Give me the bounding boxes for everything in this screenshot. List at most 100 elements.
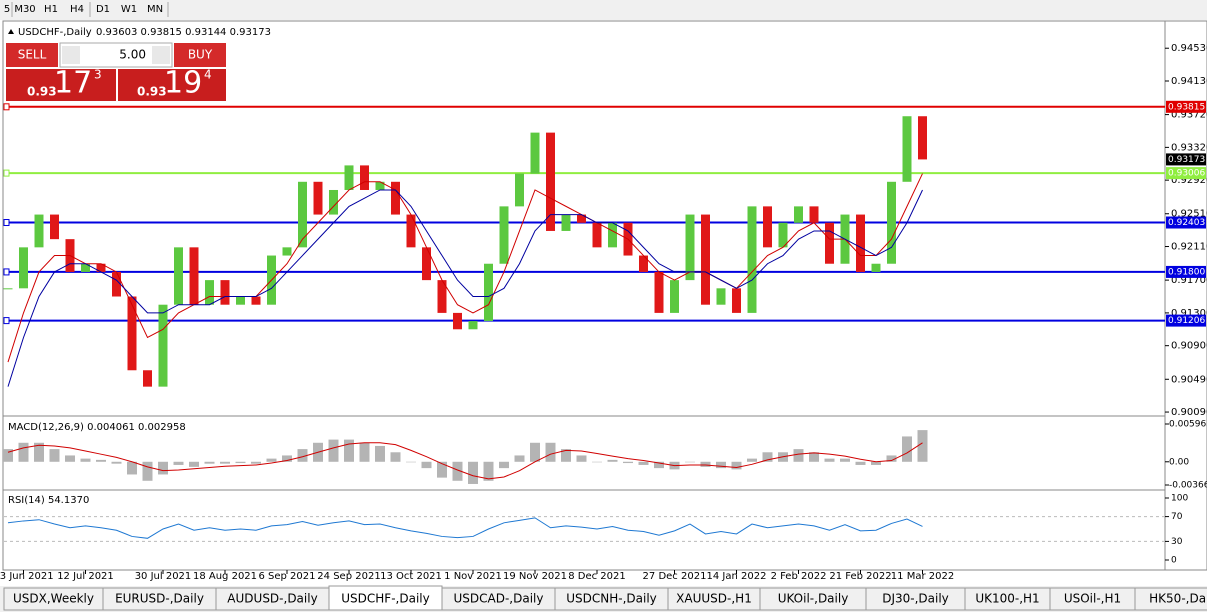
level-tag <box>1166 265 1206 278</box>
macd-bar <box>576 455 587 462</box>
trade-panel: SELL 5.00 BUY 0.93 17 3 0.93 19 4 <box>6 42 226 101</box>
x-tick-label: 14 Jan 2022 <box>707 571 767 582</box>
candle <box>592 222 602 248</box>
candle <box>809 206 819 223</box>
candle <box>329 189 338 215</box>
tab-label[interactable]: USDCNH-,Daily <box>566 592 657 606</box>
tab-label[interactable]: USDCAD-,Daily <box>454 592 544 606</box>
candle <box>577 214 586 223</box>
timeframe-button[interactable]: MN <box>147 4 163 15</box>
candle <box>918 116 927 160</box>
tab[interactable] <box>1134 587 1207 611</box>
ohlc: 0.93603 0.93815 0.93144 0.93173 <box>96 27 271 38</box>
tab-label[interactable]: UK100-,H1 <box>975 592 1039 606</box>
x-tick-label: 18 Aug 2021 <box>193 571 257 582</box>
candle <box>313 181 323 215</box>
candle <box>515 173 524 207</box>
tab[interactable] <box>328 585 443 611</box>
timeframe-button[interactable]: 5 <box>4 4 10 15</box>
macd-bar <box>142 461 153 481</box>
macd-bar <box>297 449 308 462</box>
candle <box>282 247 292 256</box>
current-price-label: 0.93173 <box>1168 155 1205 165</box>
macd-bar <box>375 445 385 462</box>
tab-label[interactable]: XAUUSD-,H1 <box>676 592 752 606</box>
candle <box>19 247 28 289</box>
buy-price-box[interactable] <box>118 69 226 101</box>
macd-tick-label: 0.00 <box>1169 457 1189 467</box>
collapse-icon[interactable] <box>8 29 14 34</box>
macd-bar <box>18 442 29 462</box>
timeframe-button[interactable]: M30 <box>14 4 35 15</box>
candle <box>732 288 741 313</box>
lot-up[interactable] <box>152 46 170 64</box>
tab-label[interactable]: DJ30-,Daily <box>882 592 949 606</box>
lot-value[interactable]: 5.00 <box>119 48 146 62</box>
x-tick-label: 23 Jun 2021 <box>0 571 54 582</box>
level-handle[interactable] <box>3 219 10 227</box>
tab-label[interactable]: AUDUSD-,Daily <box>227 592 317 606</box>
candle <box>468 321 478 330</box>
candle <box>406 214 416 248</box>
sell-label[interactable]: SELL <box>18 48 47 62</box>
level-handle[interactable] <box>3 169 10 177</box>
candle <box>112 271 121 297</box>
level-label: 0.93815 <box>1168 102 1205 112</box>
macd-bar <box>158 461 168 475</box>
toolbar-bg <box>0 0 1207 20</box>
tab-label[interactable]: USDX,Weekly <box>13 592 94 606</box>
candle <box>158 304 168 387</box>
x-tick-label: 6 Sep 2021 <box>258 571 315 582</box>
candle <box>747 206 757 313</box>
level-handle[interactable] <box>3 268 10 276</box>
macd-bar <box>406 461 416 463</box>
macd-tick-label: 0.005963 <box>1169 420 1207 430</box>
level-label: 0.91800 <box>1168 267 1205 277</box>
timeframe-button[interactable]: D1 <box>96 4 110 15</box>
macd-bar <box>483 461 494 481</box>
buy-button[interactable] <box>174 43 226 67</box>
macd-bar <box>561 449 571 462</box>
candle <box>871 263 881 272</box>
candle <box>96 263 106 272</box>
buy-label[interactable]: BUY <box>188 48 213 62</box>
lot-down[interactable] <box>62 46 80 64</box>
candle <box>639 255 648 272</box>
timeframe-button[interactable]: H4 <box>70 4 84 15</box>
candle <box>561 214 571 231</box>
candle <box>251 296 261 305</box>
ma-fast <box>7 173 923 363</box>
macd-bar <box>592 461 602 463</box>
macd-bar <box>127 461 137 475</box>
level-handle[interactable] <box>3 103 10 111</box>
timeframe-button[interactable]: H1 <box>44 4 58 15</box>
candle <box>902 116 912 182</box>
current-price-tag <box>1166 153 1206 166</box>
macd-bar <box>762 452 773 462</box>
macd-bar <box>654 461 664 469</box>
tab-label[interactable]: UKOil-,Daily <box>778 592 849 606</box>
tab-label[interactable]: USOil-,H1 <box>1064 592 1121 606</box>
tab-label[interactable]: USDCHF-,Daily <box>341 592 429 606</box>
candle <box>298 181 307 248</box>
x-tick-label: 11 Mar 2022 <box>891 571 954 582</box>
ma-slow <box>7 189 923 387</box>
macd-bar <box>111 461 122 464</box>
candle <box>701 214 710 305</box>
sell-button[interactable] <box>6 43 58 67</box>
macd-bar <box>204 461 215 464</box>
macd-bar <box>328 439 339 462</box>
tab-label[interactable]: HK50-,Daily <box>1149 592 1207 606</box>
tab-label[interactable]: EURUSD-,Daily <box>115 592 204 606</box>
macd-bar <box>731 461 742 470</box>
level-handle[interactable] <box>3 317 10 325</box>
timeframe-button[interactable]: W1 <box>121 4 137 15</box>
macd-bar <box>452 461 463 481</box>
sell-price-box[interactable] <box>6 69 116 101</box>
